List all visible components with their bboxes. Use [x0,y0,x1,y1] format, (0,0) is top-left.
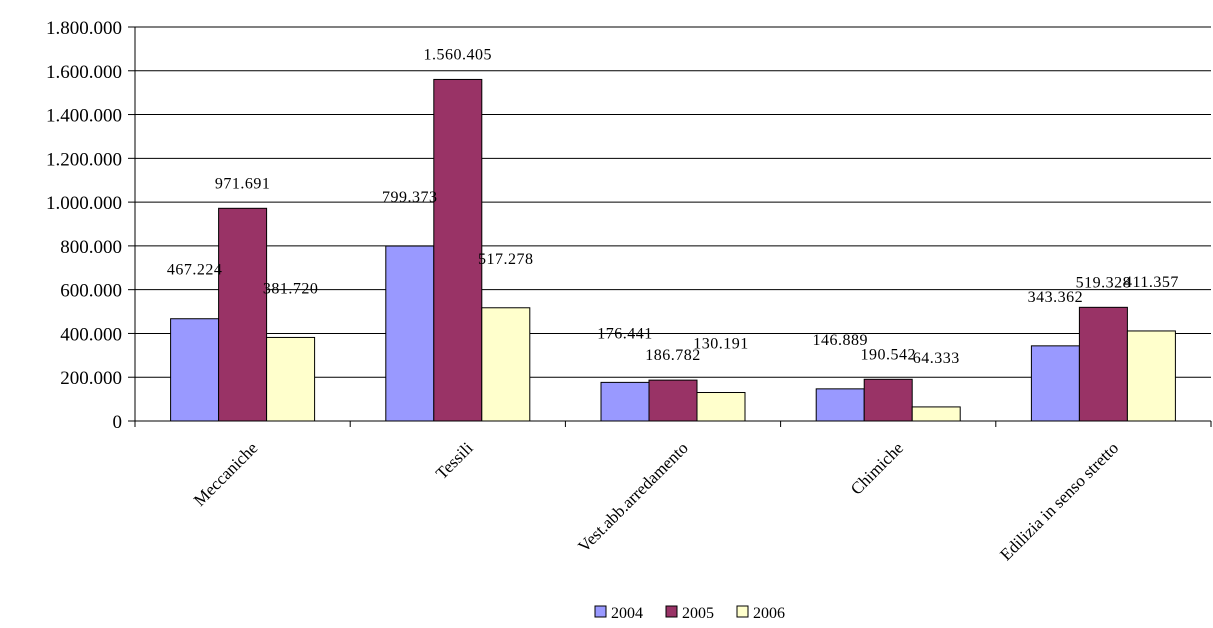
data-label-2005-1: 1.560.405 [424,46,493,63]
bar-2006-2 [696,392,746,422]
legend-label: 2006 [753,605,785,622]
legend-label: 2005 [682,605,714,622]
bar-2004-0 [170,318,220,422]
y-tick-label: 400.000 [60,324,122,345]
data-label-2004-3: 146.889 [812,332,868,349]
y-tick-label: 1.400.000 [46,106,122,127]
bar-2005-0 [218,207,268,422]
y-tick-label: 1.600.000 [46,62,122,83]
bar-2005-2 [648,379,698,422]
data-label-2006-4: 411.357 [1124,274,1179,291]
bar-2005-1 [433,78,483,422]
axes [128,26,1212,427]
x-axis-category-labels: Meccaniche Tessili Vest.abb.arredamento Chi… [190,438,1122,564]
data-label-2005-0: 971.691 [215,175,271,192]
bar-2004-3 [815,388,865,422]
legend-item-2005: 2005 [665,605,714,622]
y-tick-label: 1.800.000 [46,18,122,39]
legend-label: 2004 [611,605,643,622]
legend-item-2006: 2006 [736,605,785,622]
data-label-2004-4: 343.362 [1028,289,1084,306]
bar-2005-4 [1078,306,1128,422]
legend-item-2004: 2004 [594,605,643,622]
bar-2006-0 [266,336,316,422]
legend: 2004 2005 2006 [594,605,785,622]
category-label-2: Vest.abb.arredamento [574,438,692,556]
legend-swatch [736,605,749,618]
data-label-2006-0: 381.720 [263,280,319,297]
data-labels: 467.224 971.691 381.720 799.373 1.560.405 517… [167,46,1179,366]
bar-2004-1 [385,245,435,422]
data-label-2004-2: 176.441 [597,325,653,342]
data-label-2005-3: 190.542 [860,346,916,363]
bar-2006-4 [1126,330,1176,422]
data-label-2005-4: 519.328 [1076,274,1132,291]
category-label-3: Chimiche [847,438,907,498]
y-tick-label: 1.200.000 [46,149,122,170]
bar-2006-1 [481,307,531,422]
bar-2004-4 [1030,345,1080,422]
y-tick-label: 1.000.000 [46,193,122,214]
data-label-2006-3: 64.333 [913,350,960,367]
data-label-2004-1: 799.373 [382,189,438,206]
data-label-2006-1: 517.278 [478,251,534,268]
y-tick-label: 0 [113,412,123,433]
bar-2004-2 [600,381,650,422]
data-label-2005-2: 186.782 [645,347,701,364]
bar-2005-3 [863,378,913,422]
category-label-1: Tessili [432,438,477,483]
category-label-0: Meccaniche [190,438,262,510]
legend-swatch [665,605,678,618]
bars [170,78,1176,422]
y-axis-tick-labels: 0 200.000 400.000 600.000 800.000 1.000.000 1.… [46,18,122,433]
y-tick-label: 200.000 [60,368,122,389]
legend-swatch [594,605,607,618]
y-tick-label: 600.000 [60,281,122,302]
gridlines [135,26,1211,378]
data-label-2004-0: 467.224 [167,262,223,279]
data-label-2006-2: 130.191 [693,336,749,353]
y-tick-label: 800.000 [60,237,122,258]
bar-2006-3 [911,406,961,422]
category-label-4: Edilizia in senso stretto [996,438,1122,564]
